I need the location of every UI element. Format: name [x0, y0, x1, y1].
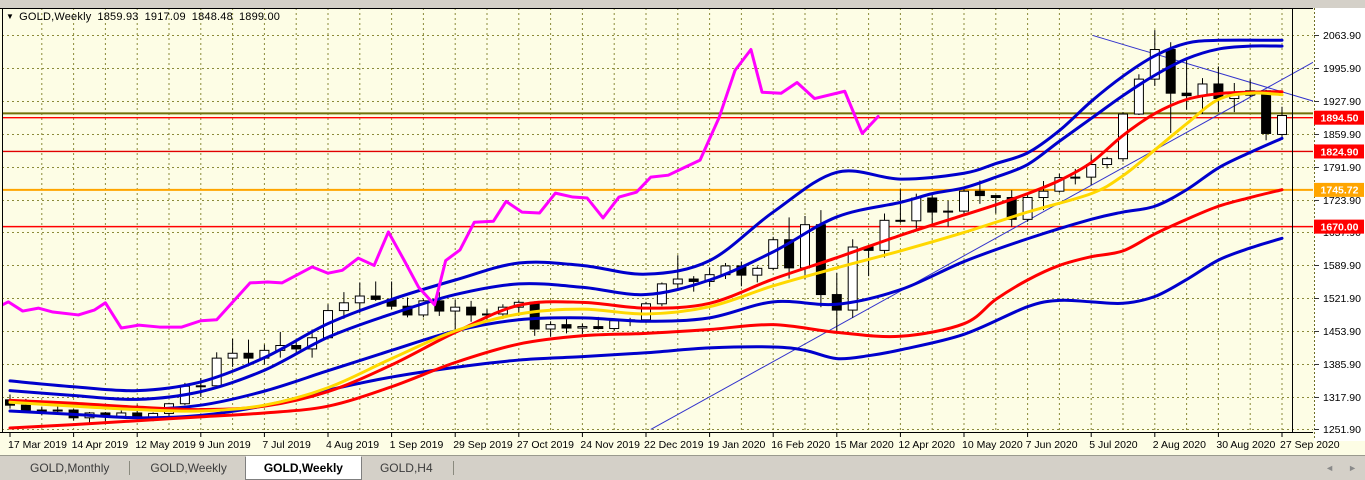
plot-borders: [0, 8, 1313, 433]
indicator-lines: [2, 38, 1284, 430]
price-level-badge: [1314, 144, 1364, 159]
date-tick-label: 9 Jun 2019: [199, 439, 251, 451]
date-tick-label: 29 Sep 2019: [453, 439, 513, 451]
date-tick-label: 22 Dec 2019: [644, 439, 704, 451]
date-tick-label: 14 Apr 2019: [72, 439, 129, 451]
date-tick-label: 27 Oct 2019: [517, 439, 574, 451]
price-axis[interactable]: 2063.90 1995.90 1927.90 1859.90 1791.90 1723.…: [1314, 8, 1364, 440]
tab-scroll-left-icon[interactable]: ◄: [1325, 463, 1335, 473]
price-level-badge: [1314, 182, 1364, 197]
tab-gold-monthly[interactable]: GOLD,Monthly: [30, 461, 110, 475]
tab-scroll-buttons: ◄ ►: [1325, 456, 1357, 480]
tab-gold-h4[interactable]: GOLD,H4: [379, 461, 433, 475]
bb-inner-upper-line: [8, 44, 1284, 401]
price-tick-label: 1995.90: [1323, 63, 1361, 75]
price-tick-label: 1791.90: [1323, 162, 1361, 174]
date-tick-label: 10 May 2020: [962, 439, 1023, 451]
bb-inner-lower-line: [8, 136, 1284, 411]
chart-tab-bar: GOLD,Monthly GOLD,Weekly GOLD,Weekly GOL…: [0, 455, 1365, 480]
tab-divider: [452, 461, 454, 475]
date-tick-label: 24 Nov 2019: [580, 439, 640, 451]
date-tick-label: 7 Jul 2019: [262, 439, 311, 451]
price-tick-label: 1251.90: [1323, 424, 1361, 436]
tab-divider: [129, 461, 131, 475]
symbol-timeframe-label: GOLD,Weekly: [19, 11, 92, 23]
tab-gold-weekly-1[interactable]: GOLD,Weekly: [150, 461, 227, 475]
date-tick-label: 12 May 2019: [135, 439, 196, 451]
date-tick-label: 1 Sep 2019: [390, 439, 444, 451]
low-value: 1848.48: [191, 11, 233, 23]
date-tick-label: 16 Feb 2020: [771, 439, 830, 451]
window-top-strip: [0, 0, 1365, 8]
date-tick-label: 12 Apr 2020: [898, 439, 955, 451]
date-tick-label: 17 Mar 2019: [8, 439, 67, 451]
ma-red-fast-line: [8, 90, 1284, 412]
date-tick-label: 4 Aug 2019: [326, 439, 379, 451]
open-value: 1859.93: [97, 11, 139, 23]
chart-ohlc-header: ▼ GOLD,Weekly 1859.93 1917.09 1848.48 1899.00: [6, 11, 286, 23]
high-value: 1917.09: [144, 11, 186, 23]
date-tick-label: 2 Aug 2020: [1153, 439, 1206, 451]
price-level-badge: [1314, 110, 1364, 125]
tab-scroll-right-icon[interactable]: ►: [1348, 463, 1357, 473]
grid: [2, 8, 1313, 432]
price-tick-label: 1385.90: [1323, 359, 1361, 371]
date-tick-label: 27 Sep 2020: [1280, 439, 1340, 451]
date-tick-label: 30 Aug 2020: [1216, 439, 1275, 451]
price-level-badge: [1314, 219, 1364, 234]
chart-canvas[interactable]: 2063.90 1995.90 1927.90 1859.90 1791.90 1723.…: [0, 8, 1365, 455]
price-tick-label: 1317.90: [1323, 392, 1361, 404]
chart-area[interactable]: 2063.90 1995.90 1927.90 1859.90 1791.90 1723.…: [0, 8, 1365, 455]
symbol-dropdown-arrow-icon: ▼: [6, 12, 15, 21]
price-level-badge-label: 1670.00: [1321, 221, 1359, 233]
date-tick-label: 15 Mar 2020: [835, 439, 894, 451]
date-tick-label: 19 Jan 2020: [708, 439, 766, 451]
time-axis[interactable]: 17 Mar 2019 14 Apr 2019 12 May 2019 9 Jun 2…: [8, 433, 1340, 451]
price-tick-label: 2063.90: [1323, 30, 1361, 42]
ma-yellow-line: [8, 91, 1284, 413]
ma-red-slow-line: [8, 188, 1284, 430]
tab-gold-weekly-2-active[interactable]: GOLD,Weekly: [244, 456, 362, 480]
price-tick-label: 1453.90: [1323, 326, 1361, 338]
price-level-badge-label: 1824.90: [1321, 146, 1359, 158]
price-tick-label: 1927.90: [1323, 96, 1361, 108]
price-tick-label: 1723.90: [1323, 195, 1361, 207]
trendlines[interactable]: [650, 34, 1363, 430]
date-tick-label: 7 Jun 2020: [1026, 439, 1078, 451]
price-tick-label: 1521.90: [1323, 293, 1361, 305]
close-value: 1899.00: [238, 11, 281, 23]
bb-outer-upper-line: [8, 38, 1284, 393]
overlay-magenta-line: [2, 48, 880, 330]
price-level-badge-label: 1894.50: [1321, 112, 1359, 124]
date-tick-label: 5 Jul 2020: [1089, 439, 1138, 451]
price-tick-label: 1859.90: [1323, 129, 1361, 141]
price-level-badge-label: 1745.72: [1321, 185, 1359, 197]
price-tick-label: 1589.90: [1323, 260, 1361, 272]
